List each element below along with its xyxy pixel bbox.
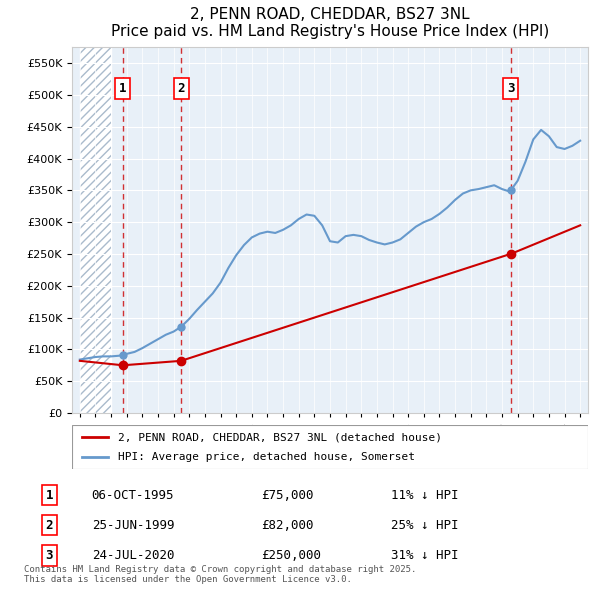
Text: 06-OCT-1995: 06-OCT-1995: [92, 489, 174, 502]
Text: Contains HM Land Registry data © Crown copyright and database right 2025.
This d: Contains HM Land Registry data © Crown c…: [24, 565, 416, 584]
Polygon shape: [80, 47, 111, 413]
Text: 31% ↓ HPI: 31% ↓ HPI: [391, 549, 458, 562]
Text: £75,000: £75,000: [261, 489, 313, 502]
Text: 2, PENN ROAD, CHEDDAR, BS27 3NL (detached house): 2, PENN ROAD, CHEDDAR, BS27 3NL (detache…: [118, 432, 442, 442]
Text: 3: 3: [46, 549, 53, 562]
Text: 1: 1: [119, 82, 127, 95]
Text: 25-JUN-1999: 25-JUN-1999: [92, 519, 174, 532]
FancyBboxPatch shape: [72, 425, 588, 469]
Title: 2, PENN ROAD, CHEDDAR, BS27 3NL
Price paid vs. HM Land Registry's House Price In: 2, PENN ROAD, CHEDDAR, BS27 3NL Price pa…: [111, 6, 549, 39]
Text: £250,000: £250,000: [261, 549, 321, 562]
Text: 2: 2: [46, 519, 53, 532]
Text: HPI: Average price, detached house, Somerset: HPI: Average price, detached house, Some…: [118, 452, 415, 461]
Text: 24-JUL-2020: 24-JUL-2020: [92, 549, 174, 562]
Text: £82,000: £82,000: [261, 519, 313, 532]
Text: 25% ↓ HPI: 25% ↓ HPI: [391, 519, 458, 532]
Text: 3: 3: [507, 82, 515, 95]
Text: 11% ↓ HPI: 11% ↓ HPI: [391, 489, 458, 502]
Text: 1: 1: [46, 489, 53, 502]
Text: 2: 2: [178, 82, 185, 95]
